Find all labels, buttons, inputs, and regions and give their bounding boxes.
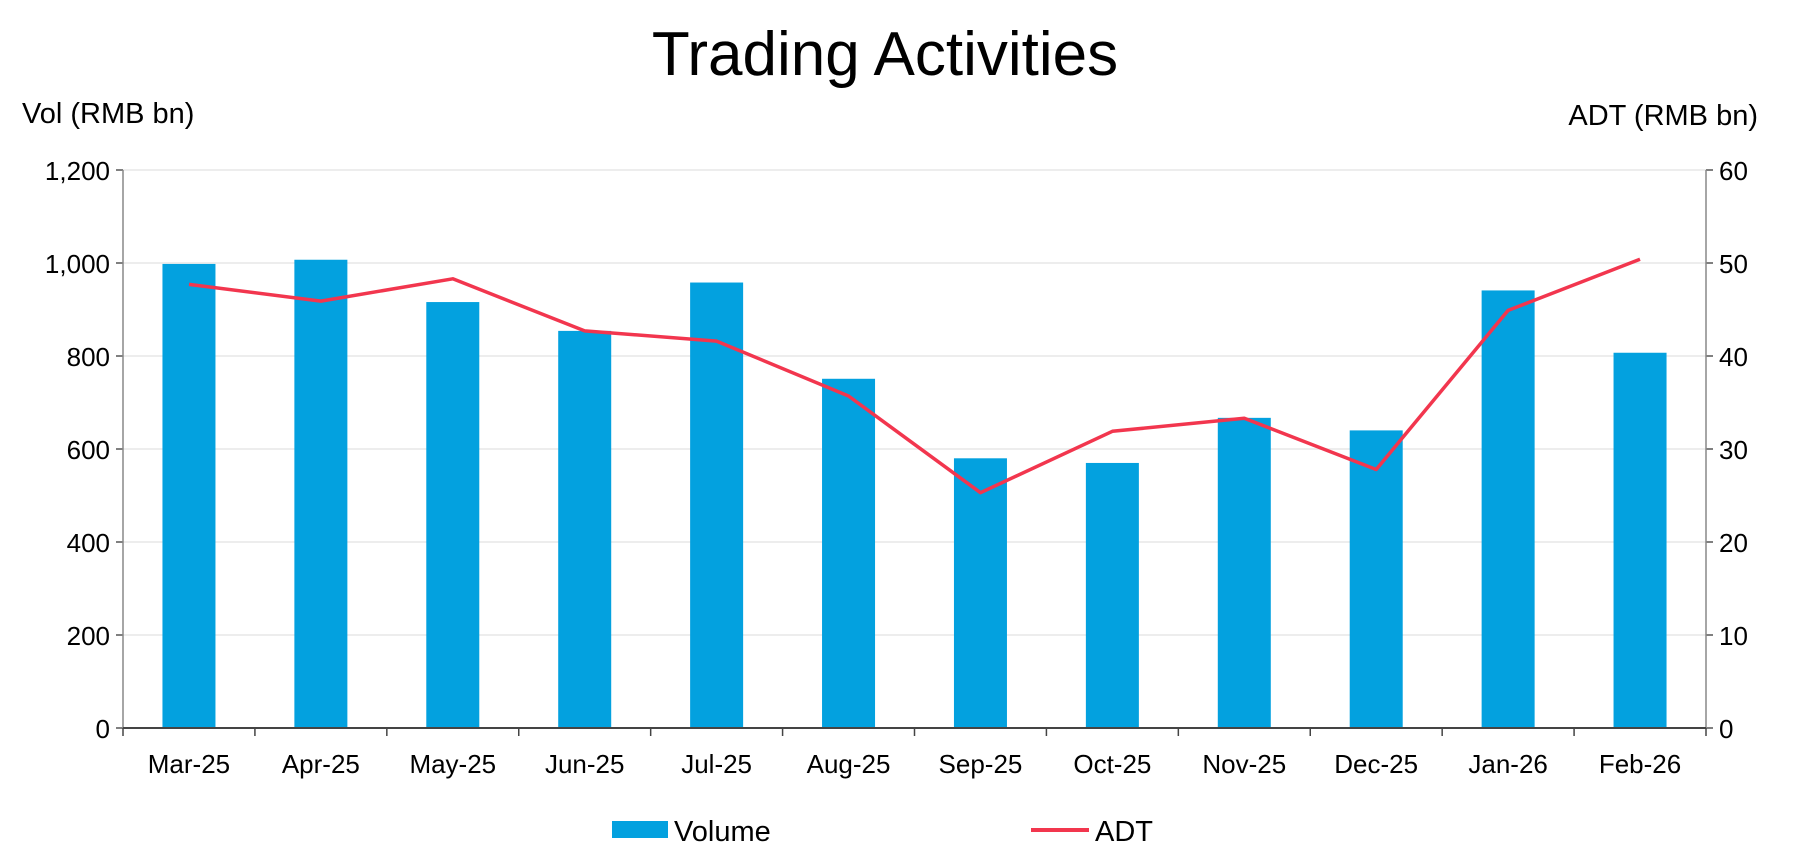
axes: 0 200 400 600 800 1,000 1,200 0 10 20 30 40 50 60 Mar-… — [45, 156, 1748, 779]
x-tick-label: Dec-25 — [1334, 749, 1418, 779]
volume-bar-jul-25 — [690, 282, 744, 728]
right-tick-label: 0 — [1719, 714, 1733, 744]
x-tick-label: Jan-26 — [1468, 749, 1548, 779]
volume-bar-sep-25 — [953, 458, 1007, 728]
legend-adt-label: ADT — [1095, 816, 1153, 848]
left-tick-label: 0 — [96, 714, 110, 744]
chart-title: Trading Activities — [652, 20, 1118, 89]
x-tick-label: Feb-26 — [1599, 749, 1681, 779]
right-tick-label: 50 — [1719, 249, 1748, 279]
gridlines — [123, 169, 1706, 636]
volume-bar-jun-25 — [558, 330, 612, 728]
x-tick-label: Jul-25 — [681, 749, 752, 779]
volume-bar-feb-26 — [1613, 352, 1667, 728]
volume-bar-apr-25 — [294, 259, 348, 728]
x-tick-label: Aug-25 — [807, 749, 891, 779]
legend: Volume ADT — [612, 816, 1153, 848]
x-tick-label: Apr-25 — [282, 749, 360, 779]
right-tick-label: 60 — [1719, 156, 1748, 186]
x-tick-label: Nov-25 — [1202, 749, 1286, 779]
volume-bar-jan-26 — [1481, 290, 1535, 728]
volume-bar-mar-25 — [162, 263, 216, 728]
volume-bar-nov-25 — [1217, 417, 1271, 728]
left-tick-label: 200 — [67, 621, 110, 651]
volume-bar-dec-25 — [1349, 430, 1403, 728]
legend-volume-swatch — [612, 821, 668, 838]
left-tick-label: 600 — [67, 435, 110, 465]
right-tick-label: 10 — [1719, 621, 1748, 651]
left-tick-label: 1,200 — [45, 156, 110, 186]
x-tick-label: Mar-25 — [148, 749, 230, 779]
left-tick-label: 1,000 — [45, 249, 110, 279]
x-tick-label: Oct-25 — [1073, 749, 1151, 779]
right-tick-label: 40 — [1719, 342, 1748, 372]
right-tick-label: 30 — [1719, 435, 1748, 465]
legend-volume-label: Volume — [674, 816, 771, 848]
right-axis-label: ADT (RMB bn) — [1568, 100, 1758, 132]
adt-line-group — [188, 257, 1641, 495]
x-tick-label: May-25 — [409, 749, 496, 779]
left-axis-label: Vol (RMB bn) — [22, 98, 194, 130]
volume-bar-oct-25 — [1085, 462, 1139, 728]
right-tick-label: 20 — [1719, 528, 1748, 558]
volume-bars — [162, 259, 1667, 728]
x-tick-label: Jun-25 — [545, 749, 625, 779]
left-tick-label: 800 — [67, 342, 110, 372]
volume-bar-aug-25 — [822, 378, 876, 728]
adt-line — [188, 257, 1641, 495]
left-tick-label: 400 — [67, 528, 110, 558]
volume-bar-may-25 — [426, 302, 480, 728]
x-tick-label: Sep-25 — [939, 749, 1023, 779]
